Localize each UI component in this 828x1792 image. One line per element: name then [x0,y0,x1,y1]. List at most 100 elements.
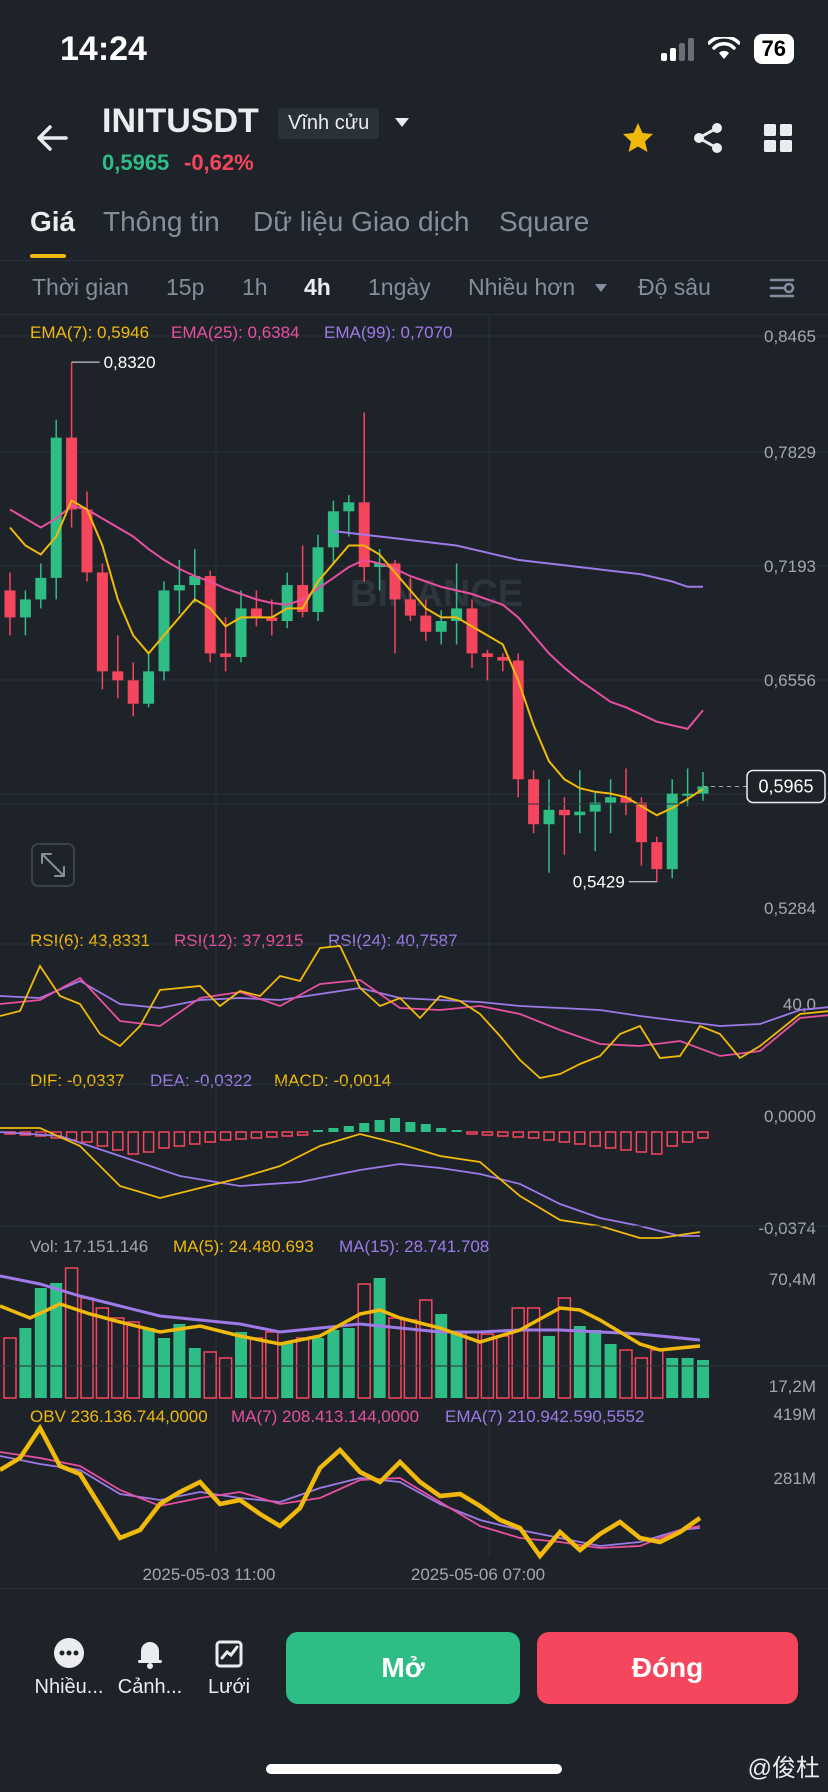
share-icon[interactable] [690,120,726,156]
caret-down-icon[interactable] [594,282,608,294]
candle [543,779,555,873]
rsi-tick: 40,0 [783,995,816,1014]
grid-bot-button[interactable]: Lưới [192,1636,266,1699]
volume-bar [666,1358,679,1398]
grid-icon[interactable] [760,120,796,156]
macd-bar [497,1131,509,1137]
volume-bar [95,1307,110,1399]
tab-price[interactable]: Giá [30,206,76,237]
current-price-label: 0,5965 [758,776,813,796]
volume-bar [235,1332,247,1398]
interval-depth[interactable]: Độ sâu [638,274,711,300]
vol-ma5-line [0,1302,701,1352]
volume-bar [511,1307,525,1399]
macd-bar [173,1131,186,1147]
price-tick: 0,6556 [764,671,816,690]
volume-bar [265,1331,279,1399]
close-position-button[interactable]: Đóng [537,1632,798,1704]
macd-bar [620,1131,632,1151]
tab-info[interactable]: Thông tin [103,206,220,237]
interval-more[interactable]: Nhiều hơn [468,274,576,300]
interval-15m[interactable]: 15p [166,274,205,300]
volume-bar [403,1319,418,1399]
macd-bar [604,1131,617,1149]
alerts-button[interactable]: Cảnh... [113,1636,187,1699]
obv-ma7-legend: MA(7) 208.413.144,0000 [231,1407,419,1426]
volume-bar [249,1337,264,1399]
volume-bar [50,1283,63,1398]
candle [589,791,601,852]
macd-legend: MACD: -0,0014 [274,1071,391,1090]
candle [127,662,139,717]
volume-bar [435,1314,448,1398]
interval-1d[interactable]: 1ngày [368,274,431,300]
price-tick: 0,7193 [764,557,816,576]
candle [558,797,570,855]
obv-line [0,1423,702,1560]
volume-bar [203,1351,217,1399]
arrow-left-icon[interactable] [30,116,74,160]
candle [281,572,293,629]
more-button[interactable]: Nhiều... [32,1636,106,1699]
price-tick: 0,7829 [764,443,816,462]
candle [466,599,478,668]
more-icon [54,1638,84,1668]
candle [312,534,324,622]
interval-time[interactable]: Thời gian [32,274,129,300]
active-tab-indicator [30,254,66,258]
interval-4h[interactable]: 4h [304,274,331,300]
candle [358,412,370,582]
volume-bar [158,1338,170,1398]
candle [204,570,216,663]
macd-bar [142,1131,155,1153]
vol-ma5-legend: MA(5): 24.480.693 [173,1237,314,1256]
interval-1h[interactable]: 1h [242,274,268,300]
ema25-line [9,504,704,731]
rsi24-line [0,979,828,1027]
obv-tick: 281M [773,1469,816,1488]
alerts-label: Cảnh... [117,1676,183,1698]
volume-bar [295,1337,310,1399]
obv-ema7-legend: EMA(7) 210.942.590,5552 [445,1407,644,1426]
status-icons: 76 [660,34,794,64]
macd-bar [127,1131,139,1155]
trading-chart[interactable]: BINANCE EMA(7): 0,5946 EMA(25): 0,6384 E… [0,316,828,1586]
macd-bar [512,1131,524,1138]
star-icon[interactable] [620,120,656,156]
vol-legend: Vol: 17.151.146 [30,1237,148,1256]
volume-bar [650,1349,664,1399]
chart-settings-icon[interactable] [768,274,796,302]
clock: 14:24 [60,30,147,68]
vol-ma15-legend: MA(15): 28.741.708 [339,1237,489,1256]
cellular-signal-icon [660,37,694,61]
current-price-tag[interactable] [746,769,826,804]
caret-down-icon[interactable] [392,112,412,132]
macd-bar [527,1131,540,1139]
expand-icon[interactable] [31,843,75,887]
macd-bar [451,1130,462,1132]
tab-trading-data[interactable]: Dữ liệu Giao dịch [253,206,470,237]
macd-bar [189,1131,201,1145]
candle [35,563,47,609]
candle [605,779,617,834]
grid-bot-icon [215,1640,243,1668]
last-price: 0,5965 [102,150,170,175]
candle [112,635,124,699]
grid-label: Lưới [207,1676,251,1698]
macd-bar [466,1131,478,1135]
candle [50,419,62,600]
macd-bar [697,1131,709,1139]
candle [481,649,493,681]
symbol-title[interactable]: INITUSDT [102,102,259,140]
obv-legend: OBV 236.136.744,0000 [30,1407,208,1426]
volume-bar [188,1348,201,1398]
open-position-button[interactable]: Mở [286,1632,520,1704]
candle [343,495,355,537]
volume-bar [19,1328,32,1398]
tab-square[interactable]: Square [499,206,590,237]
volume-bar [589,1330,602,1398]
macd-tick: -0,0374 [758,1219,816,1238]
volume-bar [342,1328,355,1398]
volume-bars [3,1267,709,1399]
divider [0,260,828,261]
